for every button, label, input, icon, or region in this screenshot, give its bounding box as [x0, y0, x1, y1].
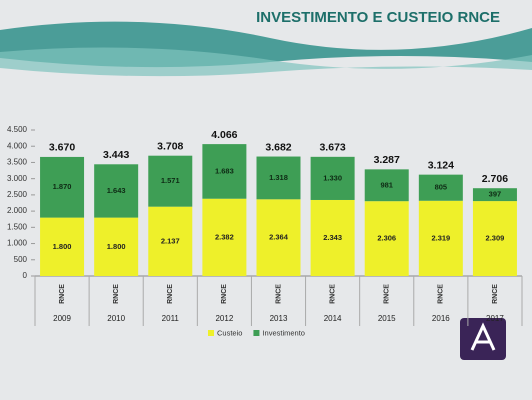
value-label: 2.364 [269, 233, 289, 242]
bar-segment [472, 201, 517, 276]
bar-segment [418, 174, 463, 201]
x-tick-label: 2014 [324, 314, 342, 323]
x-tick-label: 2009 [53, 314, 71, 323]
y-tick-label: 0 [23, 271, 28, 280]
value-label: 1.643 [107, 186, 126, 195]
bar-segment [256, 156, 301, 200]
total-label: 3.443 [103, 149, 129, 161]
bar-segment [94, 164, 139, 218]
bar-segment [94, 217, 139, 276]
total-label: 3.708 [157, 140, 183, 152]
value-label: 1.683 [215, 166, 234, 175]
y-tick-label: 3.500 [7, 158, 28, 167]
value-label: 981 [380, 180, 393, 189]
x-tick-label: 2016 [432, 314, 450, 323]
total-label: 3.670 [49, 142, 75, 154]
legend-swatch [253, 330, 260, 336]
logo [460, 318, 506, 360]
value-label: 2.343 [323, 233, 342, 242]
value-label: 397 [489, 190, 502, 199]
value-label: 2.382 [215, 232, 234, 241]
bar-segment [472, 188, 517, 202]
chart-title: INVESTIMENTO E CUSTEIO RNCE [256, 9, 500, 26]
y-tick-label: 3.000 [7, 174, 28, 183]
total-label: 3.682 [265, 141, 291, 153]
x-tick-label: 2015 [378, 314, 396, 323]
y-tick-label: 500 [14, 255, 28, 264]
total-label: 2.706 [482, 173, 508, 185]
value-label: 1.318 [269, 173, 288, 182]
bar-segment [202, 144, 247, 199]
y-tick-label: 4.500 [7, 125, 28, 134]
value-label: 2.306 [377, 234, 396, 243]
value-label: 2.137 [161, 236, 180, 245]
value-label: 1.870 [53, 182, 72, 191]
legend-swatch [208, 330, 214, 336]
value-label: 1.800 [107, 242, 126, 251]
bar-segment [364, 201, 409, 276]
bar-segment [40, 156, 85, 218]
bar-segment [418, 200, 463, 276]
x-tick-label: 2012 [215, 314, 233, 323]
bar-segment [364, 169, 409, 202]
category-sublabel: RNCE [167, 284, 174, 304]
x-tick-label: 2017 [486, 314, 504, 323]
total-label: 4.066 [211, 129, 237, 141]
bar-segment [40, 217, 85, 276]
category-sublabel: RNCE [113, 284, 120, 304]
bar-segment [202, 198, 247, 276]
header-wave-light [0, 47, 532, 77]
total-label: 3.287 [374, 154, 400, 166]
x-tick-label: 2011 [162, 314, 180, 323]
bar-segment [310, 199, 355, 276]
y-tick-label: 1.000 [7, 239, 28, 248]
x-tick-label: 2013 [270, 314, 288, 323]
bar-segment [256, 199, 301, 276]
x-tick-label: 2010 [107, 314, 125, 323]
value-label: 805 [435, 183, 448, 192]
total-label: 3.124 [428, 159, 454, 171]
bar-segment [148, 206, 193, 276]
bar-segment [310, 156, 355, 200]
category-sublabel: RNCE [59, 284, 66, 304]
value-label: 1.571 [161, 176, 180, 185]
legend-label: Custeio [217, 328, 242, 337]
value-label: 1.330 [323, 173, 342, 182]
category-sublabel: RNCE [438, 284, 445, 304]
logo-glyph [470, 322, 496, 351]
legend-label: Investimento [262, 328, 305, 337]
category-sublabel: RNCE [329, 284, 336, 304]
y-tick-label: 1.500 [7, 222, 28, 231]
value-label: 1.800 [53, 242, 72, 251]
total-label: 3.673 [319, 142, 345, 154]
category-sublabel: RNCE [275, 284, 282, 304]
value-label: 2.319 [431, 233, 450, 242]
y-tick-label: 4.000 [7, 141, 28, 150]
category-sublabel: RNCE [221, 284, 228, 304]
bar-segment [148, 155, 193, 207]
value-label: 2.309 [486, 234, 505, 243]
category-sublabel: RNCE [492, 284, 499, 304]
y-tick-label: 2.500 [7, 190, 28, 199]
y-tick-label: 2.000 [7, 206, 28, 215]
category-sublabel: RNCE [384, 284, 391, 304]
